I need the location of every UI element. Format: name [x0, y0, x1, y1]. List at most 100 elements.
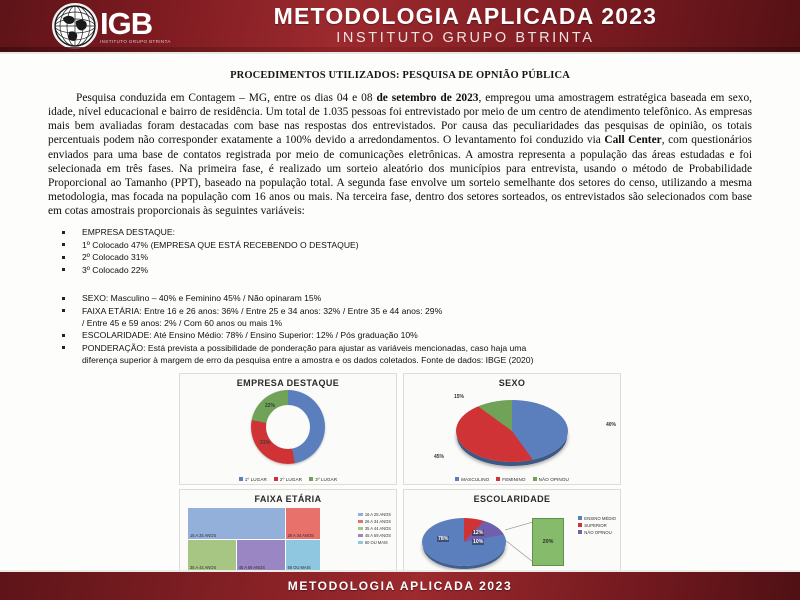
legend-item-4: 45 A 59 ANOS [357, 532, 391, 538]
charts-grid: EMPRESA DESTAQUE 22% 31% 1º LUGAR 2º LUG… [48, 372, 752, 587]
paragraph-part-2: , empregou uma amostragem estratégica ba… [48, 92, 753, 147]
list-item: 2º Colocado 31% [48, 251, 752, 263]
treemap-cell: 35 A 44 ANOS [188, 540, 236, 572]
treemap-cell: 26 A 34 ANOS [285, 507, 320, 540]
legend-label: 26 A 34 ANOS [364, 518, 391, 524]
page-subtitle: INSTITUTO GRUPO BTRINTA [336, 29, 595, 46]
slice-label-nao-opinou: 10% [472, 538, 485, 545]
list-item-escolaridade: ESCOLARIDADE: Até Ensino Médio: 78% / En… [48, 329, 752, 341]
logo-wordmark: IGB INSTITUTO GRUPO BTRINTA [100, 8, 171, 45]
legend-swatch-icon [309, 477, 314, 482]
list-item-ponderacao: PONDERAÇÃO: Está prevista a possibilidad… [48, 342, 752, 354]
pie-body [456, 399, 568, 462]
legend-swatch-icon [496, 477, 501, 482]
legend-swatch-icon [273, 477, 278, 482]
list-item: 3º Colocado 22% [48, 264, 752, 276]
chart-legend: 16 A 25 ANOS 26 A 34 ANOS 35 A 44 ANOS 4… [357, 511, 391, 545]
legend-item-2: SUPERIOR [578, 523, 616, 528]
pie-body [422, 517, 506, 566]
legend-swatch-icon [357, 526, 363, 530]
page-title: METODOLOGIA APLICADA 2023 [273, 3, 658, 30]
legend-swatch-icon [238, 477, 243, 482]
bar-label: 20% [542, 538, 554, 545]
section-title: PROCEDIMENTOS UTILIZADOS: PESQUISA DE OP… [230, 70, 570, 81]
paragraph-part-3: , com questionários enviados para uma ba… [48, 134, 752, 218]
legend-item-2: 2º LUGAR [273, 476, 303, 482]
chart-legend: MASCULINO FEMININO NÃO OPINOU [404, 477, 620, 482]
legend-label: NÃO OPINOU [584, 529, 612, 535]
treemap-cell-label: 35 A 44 ANOS [190, 565, 217, 571]
donut-ring: 22% 31% [251, 389, 325, 464]
connector-lines-icon [505, 521, 533, 563]
logo-subtext: INSTITUTO GRUPO BTRINTA [100, 38, 171, 44]
legend-swatch-icon [357, 519, 363, 523]
legend-swatch-icon [578, 523, 583, 528]
chart-title: EMPRESA DESTAQUE [236, 377, 340, 388]
intro-paragraph: Pesquisa conduzida em Contagem – MG, ent… [48, 91, 752, 218]
document-body: PROCEDIMENTOS UTILIZADOS: PESQUISA DE OP… [0, 54, 800, 600]
donut-chart: 22% 31% [180, 388, 396, 466]
legend-label: MASCULINO [461, 476, 490, 482]
legend-label: 35 A 44 ANOS [364, 525, 391, 531]
legend-swatch-icon [357, 512, 363, 516]
list-spacer [48, 282, 752, 288]
legend-label: 16 A 25 ANOS [364, 511, 391, 517]
legend-label: NÃO OPINOU [538, 476, 569, 482]
legend-label: 3º LUGAR [315, 476, 338, 482]
list-item-faixa-etaria-cont: / Entre 45 e 59 anos: 2% / Com 60 anos o… [82, 317, 283, 328]
list-item-faixa-etaria: FAIXA ETÁRIA: Entre 16 e 26 anos: 36% / … [48, 305, 752, 317]
legend-label: 45 A 59 ANOS [364, 532, 391, 538]
legend-item-3: NÃO OPINOU [578, 530, 616, 535]
header-title-group: METODOLOGIA APLICADA 2023 INSTITUTO GRUP… [171, 3, 800, 47]
treemap-cell-label: 60 OU MAIS [287, 565, 311, 571]
legend-label: 2º LUGAR [279, 476, 303, 482]
legend-item-2: 26 A 34 ANOS [357, 518, 391, 524]
slice-label-feminino: 45% [434, 453, 445, 460]
legend-item-3: NÃO OPINOU [532, 476, 569, 482]
legend-label: 1º LUGAR [244, 476, 267, 482]
legend-item-5: 60 OU MAIS [357, 539, 391, 545]
secondary-bar: 20% [532, 517, 564, 566]
legend-item-3: 3º LUGAR [309, 477, 337, 482]
slice-label-superior: 12% [472, 529, 485, 536]
slice-label-ensino-medio: 78% [437, 535, 450, 542]
page-header: IGB INSTITUTO GRUPO BTRINTA METODOLOGIA … [0, 0, 800, 54]
treemap-cell-label: 16 A 25 ANOS [190, 532, 217, 538]
paragraph-bold-date: de setembro de 2023 [376, 92, 479, 104]
logo-text: IGB [100, 5, 153, 41]
list-item: 1º Colocado 47% (EMPRESA QUE ESTÁ RECEBE… [48, 239, 752, 251]
treemap-cell: 60 OU MAIS [285, 540, 320, 572]
paragraph-part-1: Pesquisa conduzida em Contagem – MG, ent… [76, 92, 377, 104]
legend-item-1: MASCULINO [455, 477, 489, 482]
treemap-cell: 16 A 25 ANOS [188, 507, 285, 540]
legend-label: 60 OU MAIS [364, 539, 388, 545]
chart-title: SEXO [498, 377, 526, 388]
legend-item-2: FEMININO [496, 477, 525, 482]
legend-label: SUPERIOR [584, 522, 607, 528]
legend-label: FEMININO [502, 476, 526, 482]
footer-title: METODOLOGIA APLICADA 2023 [287, 579, 513, 593]
globe-icon [52, 3, 98, 49]
legend-item-3: 35 A 44 ANOS [357, 525, 391, 531]
variables-list-group-2: SEXO: Masculino – 40% e Feminino 45% / N… [48, 292, 752, 367]
slice-label-2: 31% [260, 439, 271, 446]
treemap-cell: 45 A 59 ANOS [236, 540, 285, 572]
paragraph-bold-callcenter: Call Center [604, 134, 662, 147]
list-item-ponderacao-cont: diferença superior à margem de erro da p… [82, 355, 534, 366]
legend-swatch-icon [455, 477, 460, 482]
slice-label-3: 22% [265, 402, 276, 409]
treemap-cell-label: 26 A 34 ANOS [287, 532, 314, 538]
legend-swatch-icon [357, 533, 363, 537]
pie-chart-sexo: 15% 45% 40% [404, 388, 620, 466]
chart-title: ESCOLARIDADE [473, 493, 551, 504]
chart-faixa-etaria: FAIXA ETÁRIA 16 A 25 ANOS 26 A 34 ANOS 3… [179, 488, 397, 587]
chart-legend: ENSINO MÉDIO SUPERIOR NÃO OPINOU [578, 516, 616, 535]
legend-swatch-icon [357, 540, 363, 544]
treemap: 16 A 25 ANOS 26 A 34 ANOS 35 A 44 ANOS 4… [188, 507, 320, 572]
legend-item-1: ENSINO MÉDIO [578, 516, 616, 521]
legend-item-1: 1º LUGAR [238, 476, 267, 482]
chart-legend: 1º LUGAR 2º LUGAR 3º LUGAR [180, 477, 396, 482]
chart-empresa-destaque: EMPRESA DESTAQUE 22% 31% 1º LUGAR 2º LUG… [179, 372, 397, 485]
igb-logo: IGB INSTITUTO GRUPO BTRINTA [52, 3, 171, 49]
list-item-sexo: SEXO: Masculino – 40% e Feminino 45% / N… [48, 292, 752, 304]
